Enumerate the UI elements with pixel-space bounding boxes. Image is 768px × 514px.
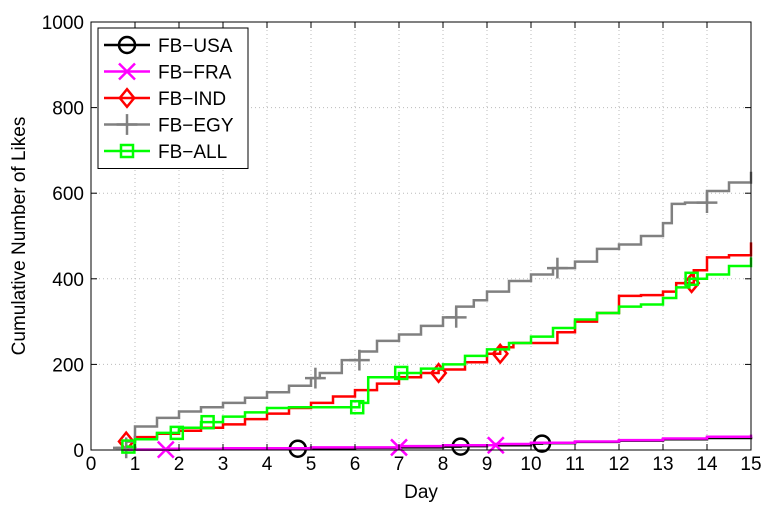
data-point-marker: [429, 362, 448, 384]
legend-label: FB−IND: [158, 89, 226, 110]
x-tick-label: 15: [740, 454, 761, 475]
series-3: [113, 171, 753, 459]
y-axis-label: Cumulative Number of Likes: [9, 117, 30, 356]
data-point-marker: [349, 399, 365, 415]
x-tick-label: 9: [482, 454, 493, 475]
legend-marker: [119, 143, 135, 159]
y-tick-label: 800: [52, 99, 84, 120]
x-tick-label: 7: [394, 454, 405, 475]
series-line: [126, 257, 753, 448]
y-tick-label: 1000: [42, 13, 84, 34]
legend-item: FB−FRA: [104, 63, 232, 84]
x-tick-label: 5: [306, 454, 317, 475]
data-point-marker: [486, 436, 505, 455]
x-tick-label: 14: [696, 454, 718, 475]
x-tick-label: 10: [520, 454, 541, 475]
y-tick-label: 400: [52, 270, 84, 291]
legend-label: FB−FRA: [158, 63, 232, 84]
data-point-marker: [684, 271, 699, 287]
x-tick-label: 11: [565, 454, 585, 475]
legend-marker: [117, 35, 137, 55]
data-point-marker: [491, 342, 510, 365]
data-point-marker: [547, 257, 568, 279]
data-point-marker: [393, 365, 409, 381]
series-line: [126, 242, 753, 443]
legend-marker: [118, 87, 136, 109]
legend-item: FB−USA: [104, 35, 233, 57]
x-tick-label: 2: [174, 454, 185, 475]
x-axis-label: Day: [404, 482, 438, 503]
legend-item: FB−ALL: [104, 142, 227, 163]
data-point-marker: [696, 192, 718, 214]
y-tick-label: 600: [52, 184, 84, 205]
data-point-marker: [451, 437, 470, 456]
legend-label: FB−USA: [158, 36, 233, 57]
y-tick-label: 200: [52, 355, 84, 376]
legend-item: FB−IND: [104, 87, 226, 110]
series-line: [113, 171, 753, 450]
data-point-marker: [121, 439, 136, 454]
x-tick-label: 6: [350, 454, 361, 475]
data-point-marker: [305, 367, 326, 389]
series-4: [121, 257, 753, 454]
x-tick-label: 13: [652, 454, 673, 475]
y-tick-label: 0: [73, 441, 84, 462]
data-point-marker: [445, 306, 467, 328]
data-point-marker: [169, 425, 185, 441]
x-tick-label: 1: [130, 454, 141, 475]
plot-area-frame: [90, 21, 752, 451]
legend-label: FB−ALL: [158, 142, 227, 163]
x-tick-label: 3: [218, 454, 229, 475]
data-point-marker: [200, 414, 215, 430]
legend: FB−USA FB−FRA FB−IND FB−EGY FB−ALL: [97, 27, 249, 169]
x-tick-label: 4: [262, 454, 273, 475]
legend-item: FB−EGY: [104, 114, 234, 137]
x-tick-label: 0: [86, 454, 97, 475]
legend-marker: [116, 114, 138, 135]
x-tick-label: 12: [608, 454, 629, 475]
x-tick-label: 8: [438, 454, 449, 475]
legend-label: FB−EGY: [158, 116, 234, 137]
data-point-marker: [349, 349, 370, 371]
legend-marker: [118, 62, 136, 81]
